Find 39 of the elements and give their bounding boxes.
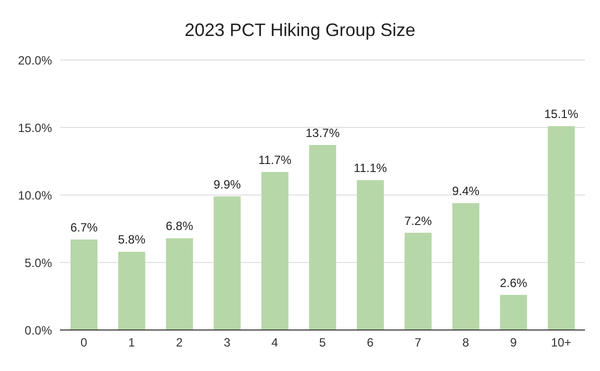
bar (214, 196, 241, 330)
x-tick-label: 4 (271, 336, 278, 350)
y-tick-label: 5.0% (24, 256, 52, 270)
bar (70, 240, 98, 330)
y-tick-label: 0.0% (24, 323, 52, 338)
x-tick-label: 7 (414, 336, 422, 350)
x-tick-label: 8 (462, 336, 470, 350)
bar (261, 172, 288, 330)
data-label: 6.8% (166, 219, 194, 234)
y-tick-label: 10.0% (18, 188, 52, 202)
data-label: 9.9% (214, 177, 242, 192)
y-tick-label: 20.0% (18, 53, 52, 68)
bar (500, 294, 528, 330)
x-tick-label: 10+ (550, 336, 572, 350)
y-tick-label: 15.0% (18, 120, 52, 135)
bar (356, 180, 384, 330)
bar (452, 203, 480, 330)
data-label: 11.1% (354, 161, 388, 176)
data-label: 7.2% (404, 214, 432, 228)
x-tick-label: 5 (319, 336, 326, 350)
data-label: 11.7% (258, 153, 292, 168)
data-label: 9.4% (452, 184, 480, 198)
x-tick-label: 9 (510, 336, 518, 350)
data-label: 15.1% (544, 107, 579, 122)
bar (118, 252, 146, 330)
x-tick-label: 0 (80, 336, 88, 350)
data-label: 2.6% (500, 276, 528, 290)
x-tick-label: 3 (224, 336, 231, 350)
chart-title: 2023 PCT Hiking Group Size (184, 20, 416, 41)
bar (404, 232, 432, 330)
data-label: 6.7% (70, 220, 98, 235)
bar (166, 238, 193, 330)
bar (309, 145, 336, 330)
x-tick-label: 6 (366, 336, 374, 350)
data-label: 13.7% (306, 126, 340, 140)
x-tick-label: 1 (128, 336, 136, 350)
data-label: 5.8% (118, 232, 146, 247)
x-tick-label: 2 (176, 336, 183, 350)
bar (548, 126, 575, 330)
